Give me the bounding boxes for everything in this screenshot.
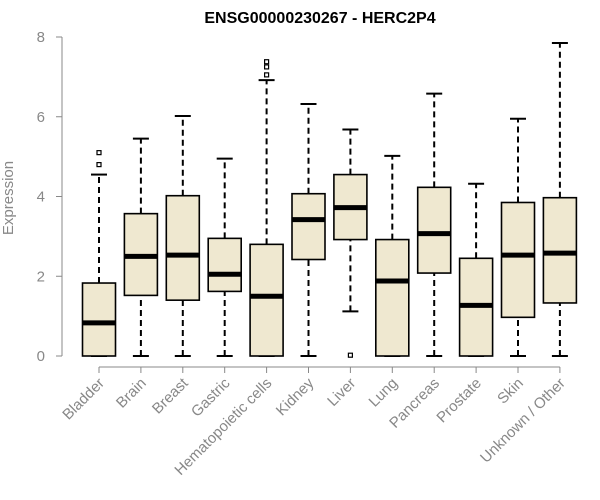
box-gastric: [207, 157, 242, 357]
outlier-point: [96, 162, 102, 168]
box-brain: [123, 137, 159, 357]
y-tick-label: 4: [37, 189, 45, 206]
box-iqr: [249, 243, 284, 357]
x-tick-label: Brain: [113, 375, 150, 412]
box-prostate: [458, 182, 494, 357]
x-tick-label: Bladder: [59, 375, 108, 424]
y-tick-label: 8: [37, 29, 45, 46]
box-kidney: [291, 102, 326, 357]
box-iqr: [81, 282, 117, 357]
y-tick-label: 0: [37, 348, 45, 365]
chart-title: ENSG00000230267 - HERC2P4: [204, 10, 435, 27]
box-unknown-other: [542, 41, 578, 357]
box-iqr: [542, 196, 578, 304]
y-tick-label: 2: [37, 268, 45, 285]
outlier-point: [264, 72, 270, 78]
x-tick-label: Liver: [324, 375, 359, 410]
box-skin: [500, 117, 536, 357]
y-tick-label: 6: [37, 109, 45, 126]
x-tick-label: Skin: [494, 375, 527, 408]
x-tick-label: Prostate: [433, 375, 485, 427]
y-axis-label: Expression: [0, 161, 17, 235]
y-axis: 0 2 4 6 8: [37, 29, 63, 365]
outlier-point: [347, 352, 353, 358]
box-iqr: [165, 194, 201, 301]
box-hematopoietic-cells: [249, 59, 284, 357]
x-tick-label: Breast: [149, 374, 192, 417]
box-lung: [374, 154, 410, 357]
box-iqr: [207, 237, 242, 293]
box-iqr: [291, 192, 326, 261]
box-liver: [333, 128, 368, 358]
x-tick-label: Kidney: [273, 374, 318, 419]
box-iqr: [374, 238, 410, 357]
box-iqr: [500, 201, 536, 319]
boxes-group: [81, 41, 578, 358]
x-tick-label: Lung: [366, 375, 402, 411]
box-iqr: [416, 186, 452, 274]
box-bladder: [81, 150, 117, 357]
outlier-point: [264, 59, 270, 65]
outlier-point: [264, 64, 270, 70]
box-pancreas: [416, 92, 452, 357]
outlier-point: [96, 150, 102, 156]
box-breast: [165, 114, 201, 357]
